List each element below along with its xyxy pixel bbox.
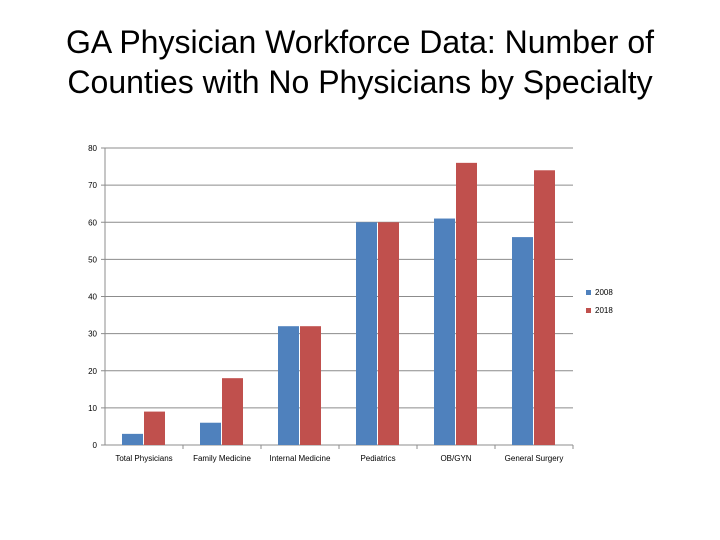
bar-2008-1 xyxy=(200,422,221,445)
x-category-label: Pediatrics xyxy=(360,454,395,463)
legend: 2008 2018 xyxy=(586,288,613,315)
bar-2018-4 xyxy=(456,162,477,445)
title-line-1: GA Physician Workforce Data: Number of xyxy=(65,24,655,60)
legend-label-2008: 2008 xyxy=(595,288,613,297)
x-category-label: General Surgery xyxy=(505,454,564,463)
gridlines xyxy=(105,147,573,409)
bar-2008-0 xyxy=(122,433,143,445)
y-tick-label: 60 xyxy=(88,218,97,227)
bars xyxy=(122,162,555,445)
legend-swatch-2018 xyxy=(586,308,591,313)
y-tick-label: 50 xyxy=(88,255,97,264)
bar-2018-5 xyxy=(534,170,555,445)
bar-2018-1 xyxy=(222,378,243,445)
slide-title: GA Physician Workforce Data: Number of C… xyxy=(0,22,720,102)
bar-2008-2 xyxy=(278,326,299,445)
y-tick-labels: 0 10 20 30 40 50 60 70 80 xyxy=(88,144,97,450)
bar-2018-0 xyxy=(144,411,165,445)
x-category-label: Internal Medicine xyxy=(270,454,331,463)
bar-2008-3 xyxy=(356,222,377,445)
axes xyxy=(101,147,574,449)
y-tick-label: 30 xyxy=(88,330,97,339)
x-category-label: Family Medicine xyxy=(193,454,251,463)
x-category-label: Total Physicians xyxy=(115,454,172,463)
y-tick-label: 70 xyxy=(88,181,97,190)
legend-label-2018: 2018 xyxy=(595,306,613,315)
bar-2018-3 xyxy=(378,222,399,445)
title-line-2: Counties with No Physicians by Specialty xyxy=(67,64,653,100)
y-tick-label: 40 xyxy=(88,293,97,302)
bar-2008-4 xyxy=(434,218,455,445)
y-tick-label: 10 xyxy=(88,404,97,413)
x-category-label: OB/GYN xyxy=(440,454,471,463)
bar-2018-2 xyxy=(300,326,321,445)
legend-swatch-2008 xyxy=(586,290,591,295)
bar-2008-5 xyxy=(512,237,533,445)
y-tick-label: 20 xyxy=(88,367,97,376)
y-tick-label: 80 xyxy=(88,144,97,153)
x-category-labels: Total Physicians Family Medicine Internal … xyxy=(115,454,563,463)
y-tick-label: 0 xyxy=(93,441,98,450)
